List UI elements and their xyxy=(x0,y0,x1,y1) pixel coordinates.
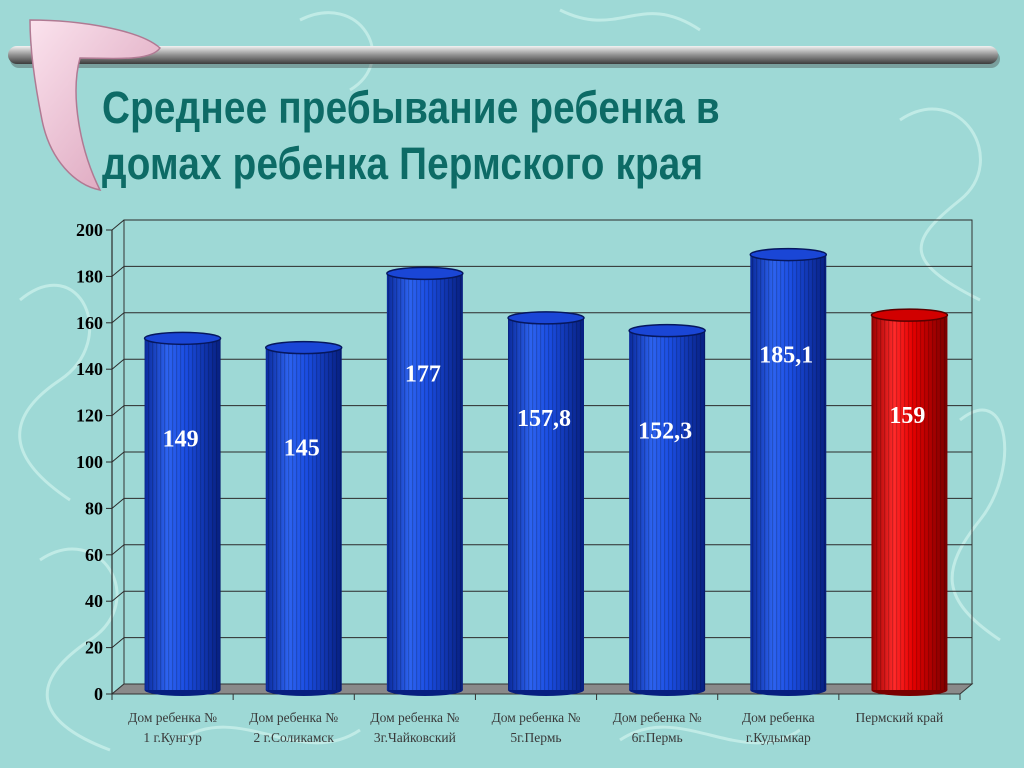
category-label: Дом ребенка № xyxy=(613,710,702,725)
category-label: 2 г.Соликамск xyxy=(253,730,334,745)
y-tick-label: 120 xyxy=(76,406,103,426)
data-label: 145 xyxy=(284,436,320,462)
chart-bars xyxy=(143,247,949,696)
bar-cap xyxy=(870,308,949,322)
data-label: 149 xyxy=(163,426,199,452)
side-wall-line xyxy=(111,637,125,648)
y-tick-label: 60 xyxy=(85,545,103,565)
data-label: 157,8 xyxy=(517,406,571,432)
data-label: 177 xyxy=(405,361,441,387)
side-wall-line xyxy=(111,358,125,370)
boomerang-decoration xyxy=(29,19,162,192)
category-label: Дом ребенка № xyxy=(370,710,459,725)
y-tick-label: 40 xyxy=(85,591,103,611)
bar-cap xyxy=(143,331,222,346)
y-tick-label: 100 xyxy=(76,452,103,472)
bar xyxy=(749,247,828,696)
bar-ribs xyxy=(629,330,706,690)
chart-labels: 149 Дом ребенка № 1 г.Кунгур 145 Дом ребенка… xyxy=(128,343,943,745)
data-label: 152,3 xyxy=(638,419,692,445)
category-label: г.Кудымкар xyxy=(746,730,811,745)
category-label: 5г.Пермь xyxy=(510,730,561,745)
bar-ribs xyxy=(265,347,342,690)
category-label: Дом ребенка № xyxy=(128,710,217,725)
y-tick-label: 160 xyxy=(76,313,103,333)
bar xyxy=(386,266,464,696)
title-line-1: Среднее пребывание ребенка в xyxy=(102,82,720,133)
side-wall-line xyxy=(111,590,125,602)
category-label: Дом ребенка № xyxy=(249,710,338,725)
category-label: Пермский край xyxy=(856,710,944,725)
bar-ribs xyxy=(871,315,948,690)
bar-cap xyxy=(507,311,585,325)
y-tick-label: 180 xyxy=(76,266,103,286)
side-wall-line xyxy=(111,451,125,463)
bar-cap xyxy=(628,323,706,338)
bar xyxy=(507,311,585,696)
bar-cap xyxy=(386,266,464,281)
side-wall-line xyxy=(111,544,125,556)
y-tick-label: 0 xyxy=(94,684,103,704)
bar-cap xyxy=(749,247,828,262)
bar xyxy=(628,323,706,696)
category-label: 3г.Чайковский xyxy=(374,730,456,745)
bar-ribs xyxy=(386,273,463,690)
bar-ribs xyxy=(508,317,584,690)
category-label: Дом ребенка № xyxy=(492,710,581,725)
bar-ribs xyxy=(750,254,827,690)
side-wall-line xyxy=(111,312,125,324)
category-label: Дом ребенка xyxy=(742,710,815,725)
title-line-2: домах ребенка Пермского края xyxy=(102,138,704,189)
y-tick-label: 20 xyxy=(85,638,103,658)
data-label: 185,1 xyxy=(759,343,813,369)
slide-title: Среднее пребывание ребенка в домах ребен… xyxy=(102,80,859,192)
bar xyxy=(870,308,949,696)
side-wall-line xyxy=(111,405,125,416)
bar-ribs xyxy=(144,338,221,690)
data-label: 159 xyxy=(889,403,925,429)
side-wall-line xyxy=(111,498,125,509)
title-separator-bar xyxy=(8,46,1000,68)
y-tick-label: 200 xyxy=(76,220,103,240)
y-tick-label: 140 xyxy=(76,359,103,379)
side-wall-line xyxy=(111,266,125,277)
category-label: 1 г.Кунгур xyxy=(143,730,202,745)
side-wall-line xyxy=(111,219,125,231)
bar xyxy=(143,331,222,696)
bar-cap xyxy=(264,340,343,355)
chart-axes: 0 20 40 60 80 100 120 140 160 180 200 xyxy=(76,220,961,704)
bar xyxy=(264,340,343,696)
category-label: 6г.Пермь xyxy=(632,730,683,745)
y-tick-label: 80 xyxy=(85,498,103,518)
